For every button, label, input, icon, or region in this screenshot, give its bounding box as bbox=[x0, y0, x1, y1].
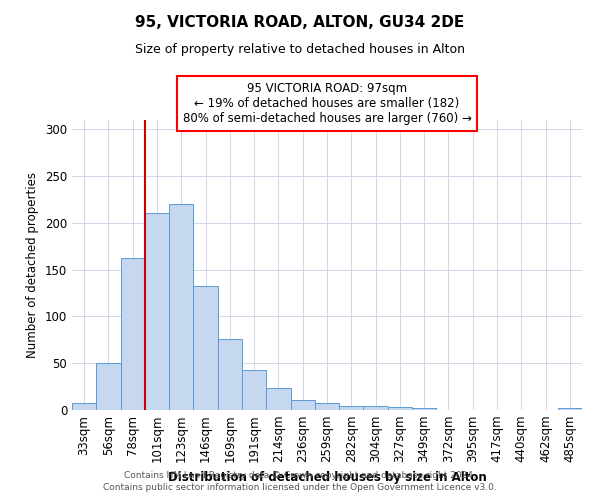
Bar bbox=[364, 406, 388, 410]
Bar bbox=[72, 404, 96, 410]
Text: Contains public sector information licensed under the Open Government Licence v3: Contains public sector information licen… bbox=[103, 484, 497, 492]
Y-axis label: Number of detached properties: Number of detached properties bbox=[26, 172, 40, 358]
Bar bbox=[290, 400, 315, 410]
Bar bbox=[193, 286, 218, 410]
Bar bbox=[218, 339, 242, 410]
Bar bbox=[558, 408, 582, 410]
Bar bbox=[388, 407, 412, 410]
Bar bbox=[169, 204, 193, 410]
Bar bbox=[412, 408, 436, 410]
Bar bbox=[121, 258, 145, 410]
Text: 95, VICTORIA ROAD, ALTON, GU34 2DE: 95, VICTORIA ROAD, ALTON, GU34 2DE bbox=[136, 15, 464, 30]
Text: Contains HM Land Registry data © Crown copyright and database right 2024.: Contains HM Land Registry data © Crown c… bbox=[124, 471, 476, 480]
Text: Size of property relative to detached houses in Alton: Size of property relative to detached ho… bbox=[135, 42, 465, 56]
Bar bbox=[145, 212, 169, 410]
X-axis label: Distribution of detached houses by size in Alton: Distribution of detached houses by size … bbox=[167, 471, 487, 484]
Bar bbox=[266, 388, 290, 410]
Bar bbox=[339, 406, 364, 410]
Bar bbox=[315, 402, 339, 410]
Bar bbox=[96, 363, 121, 410]
Bar bbox=[242, 370, 266, 410]
Text: 95 VICTORIA ROAD: 97sqm
← 19% of detached houses are smaller (182)
80% of semi-d: 95 VICTORIA ROAD: 97sqm ← 19% of detache… bbox=[182, 82, 472, 126]
